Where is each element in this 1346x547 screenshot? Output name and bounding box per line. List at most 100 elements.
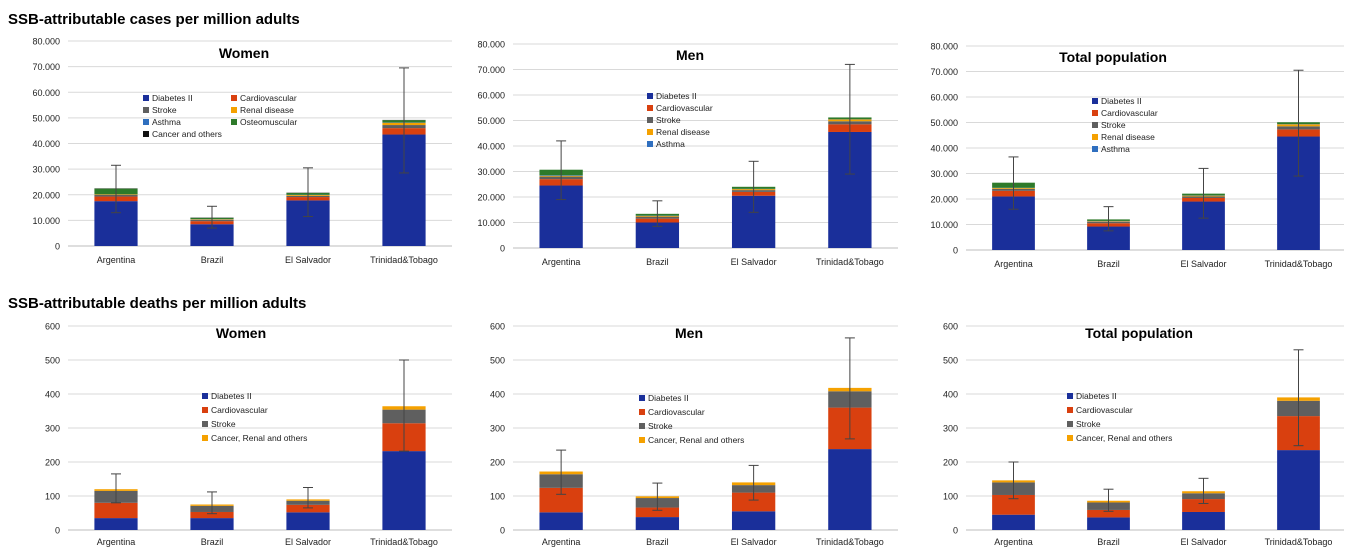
y-tick-label: 600 — [45, 322, 60, 332]
x-tick-label: Brazil — [201, 537, 224, 547]
y-tick-label: 100 — [490, 492, 505, 502]
legend-swatch — [143, 131, 149, 137]
chart-title: Men — [676, 47, 704, 63]
legend-label: Renal disease — [240, 105, 294, 115]
legend-swatch — [639, 423, 645, 429]
legend-label: Diabetes II — [211, 391, 252, 401]
legend-swatch — [1067, 421, 1073, 427]
bar-segment — [731, 511, 776, 530]
y-tick-label: 70.000 — [930, 67, 958, 77]
legend-swatch — [647, 93, 653, 99]
legend-swatch — [143, 95, 149, 101]
section-title-cases: SSB-attributable cases per million adult… — [8, 11, 300, 28]
y-tick-label: 500 — [45, 356, 60, 366]
bar-segment — [382, 451, 426, 530]
bar-segment — [1087, 509, 1130, 518]
y-tick-label: 50.000 — [930, 118, 958, 128]
x-tick-label: Brazil — [1097, 259, 1120, 269]
y-tick-label: 30.000 — [930, 169, 958, 179]
x-tick-label: Argentina — [994, 537, 1033, 547]
legend-swatch — [647, 129, 653, 135]
y-tick-label: 0 — [55, 242, 60, 252]
x-tick-label: Trinidad&Tobago — [370, 537, 438, 547]
legend-swatch — [202, 393, 208, 399]
x-tick-label: Argentina — [97, 537, 136, 547]
legend-swatch — [1092, 110, 1098, 116]
bar-segment — [94, 518, 138, 530]
bar-segment — [286, 512, 330, 530]
y-tick-label: 70.000 — [477, 65, 505, 75]
x-tick-label: Trinidad&Tobago — [816, 257, 884, 267]
y-tick-label: 600 — [490, 322, 505, 332]
legend-label: Diabetes II — [1101, 96, 1142, 106]
legend-label: Diabetes II — [1076, 391, 1117, 401]
y-tick-label: 0 — [953, 526, 958, 536]
y-tick-label: 500 — [943, 356, 958, 366]
section-title-deaths: SSB-attributable deaths per million adul… — [8, 295, 307, 312]
y-tick-label: 10.000 — [477, 218, 505, 228]
x-tick-label: Brazil — [201, 255, 224, 265]
legend-label: Cancer and others — [152, 129, 222, 139]
x-tick-label: Trinidad&Tobago — [1265, 537, 1333, 547]
legend-label: Cardiovascular — [648, 407, 705, 417]
y-tick-label: 70.000 — [32, 62, 60, 72]
y-tick-label: 80.000 — [32, 37, 60, 47]
legend-label: Renal disease — [1101, 132, 1155, 142]
bar-segment — [286, 504, 330, 513]
y-tick-label: 60.000 — [32, 88, 60, 98]
x-tick-label: El Salvador — [285, 255, 331, 265]
legend-label: Cardiovascular — [1101, 108, 1158, 118]
y-tick-label: 50.000 — [477, 116, 505, 126]
legend-label: Cardiovascular — [1076, 405, 1133, 415]
x-tick-label: Trinidad&Tobago — [1265, 259, 1333, 269]
y-tick-label: 300 — [943, 424, 958, 434]
legend-swatch — [143, 119, 149, 125]
legend-label: Stroke — [1101, 120, 1126, 130]
legend-swatch — [231, 119, 237, 125]
legend-swatch — [143, 107, 149, 113]
legend-label: Cancer, Renal and others — [1076, 433, 1172, 443]
y-tick-label: 100 — [45, 492, 60, 502]
legend-label: Diabetes II — [648, 393, 689, 403]
legend-swatch — [639, 395, 645, 401]
legend-label: Asthma — [1101, 144, 1130, 154]
y-tick-label: 40.000 — [477, 142, 505, 152]
legend-swatch — [639, 437, 645, 443]
legend-label: Asthma — [152, 117, 181, 127]
x-tick-label: El Salvador — [731, 257, 777, 267]
y-tick-label: 10.000 — [930, 220, 958, 230]
x-tick-label: Argentina — [542, 257, 581, 267]
chart-title: Men — [675, 325, 703, 341]
legend-swatch — [231, 95, 237, 101]
legend-label: Stroke — [1076, 419, 1101, 429]
bar-segment — [635, 517, 680, 530]
y-tick-label: 20.000 — [32, 190, 60, 200]
bar-segment — [635, 507, 680, 518]
legend-label: Stroke — [211, 419, 236, 429]
bar-segment — [1182, 511, 1225, 530]
y-tick-label: 600 — [943, 322, 958, 332]
bar-segment — [1182, 499, 1225, 512]
legend-swatch — [1067, 393, 1073, 399]
legend-swatch — [1092, 122, 1098, 128]
bar-segment — [1087, 517, 1130, 530]
y-tick-label: 30.000 — [477, 167, 505, 177]
y-tick-label: 200 — [943, 458, 958, 468]
bar-segment — [992, 514, 1035, 530]
x-tick-label: El Salvador — [285, 537, 331, 547]
x-tick-label: El Salvador — [1180, 259, 1226, 269]
legend-label: Cancer, Renal and others — [211, 433, 307, 443]
y-tick-label: 200 — [45, 458, 60, 468]
y-tick-label: 20.000 — [477, 193, 505, 203]
legend-label: Cancer, Renal and others — [648, 435, 744, 445]
legend-swatch — [1092, 146, 1098, 152]
x-tick-label: Trinidad&Tobago — [370, 255, 438, 265]
y-tick-label: 0 — [55, 526, 60, 536]
bar-segment — [190, 224, 234, 246]
legend-label: Cardiovascular — [240, 93, 297, 103]
y-tick-label: 40.000 — [32, 139, 60, 149]
bar-segment — [731, 492, 776, 512]
legend-swatch — [1067, 407, 1073, 413]
legend-label: Osteomuscular — [240, 117, 297, 127]
